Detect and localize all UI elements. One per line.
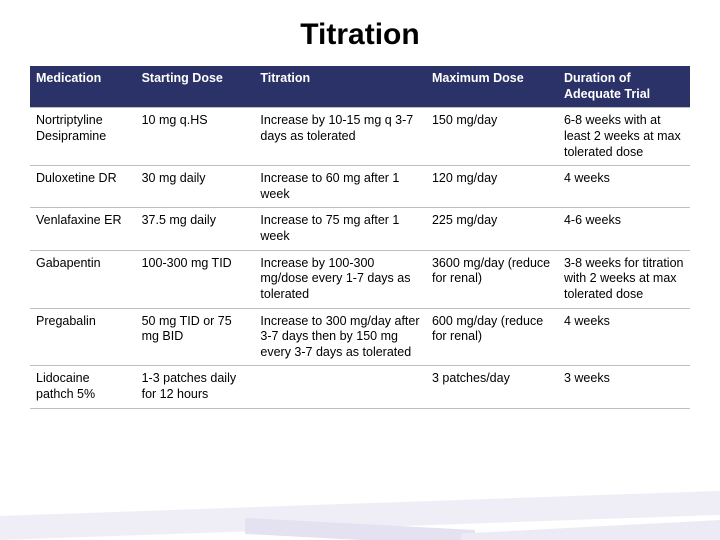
cell-starting: 10 mg q.HS: [136, 108, 255, 166]
cell-max: 150 mg/day: [426, 108, 558, 166]
cell-medication: Lidocaine pathch 5%: [30, 366, 136, 408]
col-titration: Titration: [254, 66, 426, 108]
table-body: Nortriptyline Desipramine 10 mg q.HS Inc…: [30, 108, 690, 408]
cell-medication: Duloxetine DR: [30, 166, 136, 208]
cell-medication: Gabapentin: [30, 250, 136, 308]
cell-titration: Increase by 10-15 mg q 3-7 days as toler…: [254, 108, 426, 166]
cell-starting: 30 mg daily: [136, 166, 255, 208]
titration-table: Medication Starting Dose Titration Maxim…: [30, 66, 690, 409]
cell-starting: 1-3 patches daily for 12 hours: [136, 366, 255, 408]
cell-max: 120 mg/day: [426, 166, 558, 208]
footer-decoration: [0, 500, 720, 540]
cell-duration: 3 weeks: [558, 366, 690, 408]
cell-titration: Increase to 60 mg after 1 week: [254, 166, 426, 208]
table-row: Gabapentin 100-300 mg TID Increase by 10…: [30, 250, 690, 308]
table-row: Duloxetine DR 30 mg daily Increase to 60…: [30, 166, 690, 208]
slide: Titration Medication Starting Dose Titra…: [0, 0, 720, 540]
cell-duration: 3-8 weeks for titration with 2 weeks at …: [558, 250, 690, 308]
footer-band: [461, 520, 720, 540]
table-row: Nortriptyline Desipramine 10 mg q.HS Inc…: [30, 108, 690, 166]
table-header-row: Medication Starting Dose Titration Maxim…: [30, 66, 690, 108]
cell-max: 3600 mg/day (reduce for renal): [426, 250, 558, 308]
cell-medication: Pregabalin: [30, 308, 136, 366]
page-title: Titration: [30, 18, 690, 52]
cell-starting: 37.5 mg daily: [136, 208, 255, 250]
cell-starting: 50 mg TID or 75 mg BID: [136, 308, 255, 366]
table-row: Lidocaine pathch 5% 1-3 patches daily fo…: [30, 366, 690, 408]
cell-titration: Increase to 300 mg/day after 3-7 days th…: [254, 308, 426, 366]
table-row: Venlafaxine ER 37.5 mg daily Increase to…: [30, 208, 690, 250]
cell-duration: 6-8 weeks with at least 2 weeks at max t…: [558, 108, 690, 166]
col-duration: Duration of Adequate Trial: [558, 66, 690, 108]
col-maximum-dose: Maximum Dose: [426, 66, 558, 108]
cell-titration: Increase by 100-300 mg/dose every 1-7 da…: [254, 250, 426, 308]
table-row: Pregabalin 50 mg TID or 75 mg BID Increa…: [30, 308, 690, 366]
cell-titration: [254, 366, 426, 408]
cell-medication: Nortriptyline Desipramine: [30, 108, 136, 166]
col-starting-dose: Starting Dose: [136, 66, 255, 108]
cell-duration: 4 weeks: [558, 308, 690, 366]
cell-max: 225 mg/day: [426, 208, 558, 250]
cell-titration: Increase to 75 mg after 1 week: [254, 208, 426, 250]
cell-medication: Venlafaxine ER: [30, 208, 136, 250]
cell-duration: 4 weeks: [558, 166, 690, 208]
cell-max: 600 mg/day (reduce for renal): [426, 308, 558, 366]
cell-duration: 4-6 weeks: [558, 208, 690, 250]
cell-starting: 100-300 mg TID: [136, 250, 255, 308]
cell-max: 3 patches/day: [426, 366, 558, 408]
col-medication: Medication: [30, 66, 136, 108]
